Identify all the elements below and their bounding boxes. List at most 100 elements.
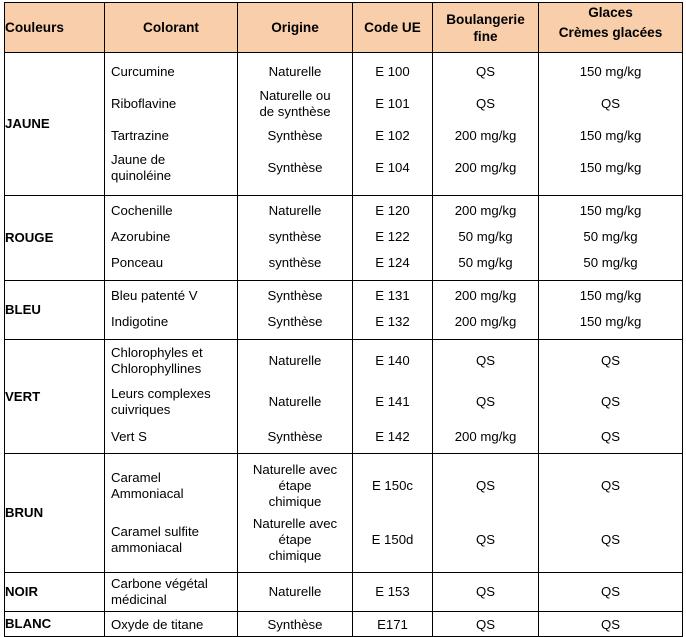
colorant-text: Carbone végétal médicinal: [111, 576, 208, 607]
boulangerie-fine-text: QS: [475, 95, 496, 111]
code-ue-value: E 142: [353, 424, 432, 449]
origine-text: Naturelle: [268, 584, 322, 599]
boulangerie-fine-text: 200 mg/kg: [454, 160, 517, 175]
origine-text: Synthèse: [267, 314, 323, 329]
origine-value: Naturelle avec étape chimique: [238, 512, 352, 568]
code-ue-cell: E171: [352, 611, 433, 637]
boulangerie-fine-value: 200 mg/kg: [433, 309, 538, 335]
origine-text: Synthèse: [267, 127, 323, 143]
origine-text: Naturelle: [268, 394, 322, 409]
colorant-text: Jaune de quinoléine: [111, 152, 172, 183]
origine-text: synthèse: [268, 255, 322, 270]
boulangerie-fine-value: 200 mg/kg: [433, 198, 538, 224]
color-group-row: ROUGE Cochenille Azorubine Ponceau Naturelle…: [4, 195, 683, 281]
origine-text: Synthèse: [267, 616, 323, 632]
colorants-table-container: Couleurs Colorant Origine Code UE Boulan…: [4, 2, 684, 637]
header-code-ue: Code UE: [352, 2, 433, 53]
glaces-text: QS: [600, 584, 621, 599]
boulangerie-fine-text: QS: [475, 394, 496, 409]
code-ue-cell: E 131 E 132: [352, 280, 433, 340]
origine-text: Synthèse: [267, 160, 323, 175]
colorant-value: Bleu patenté V: [105, 283, 237, 309]
colorant-cell: Carbone végétal médicinal: [104, 572, 238, 612]
boulangerie-fine-value: 50 mg/kg: [433, 250, 538, 276]
color-group-label: BRUN: [4, 453, 105, 573]
origine-value: synthèse: [238, 250, 352, 276]
boulangerie-fine-text: 50 mg/kg: [458, 229, 513, 244]
code-ue-cell: E 120 E 122 E 124: [352, 195, 433, 281]
origine-value: Naturelle: [238, 342, 352, 380]
colorant-text: Caramel Ammoniacal: [111, 470, 184, 501]
boulangerie-fine-text: 50 mg/kg: [458, 255, 513, 270]
code-ue-text: E 120: [375, 203, 410, 218]
colorant-text: Ponceau: [111, 255, 164, 270]
glaces-text: 150 mg/kg: [579, 314, 642, 329]
origine-text: Synthèse: [267, 288, 323, 303]
boulangerie-fine-stack: QS: [433, 573, 538, 611]
boulangerie-fine-cell: 200 mg/kg 200 mg/kg: [432, 280, 539, 340]
colorant-value: Leurs complexes cuivriques: [105, 380, 237, 424]
code-ue-text: E 100: [375, 64, 410, 79]
header-couleurs: Couleurs: [4, 2, 105, 53]
boulangerie-fine-text: 200 mg/kg: [454, 314, 517, 329]
colorant-text: Caramel sulfite ammoniacal: [111, 524, 199, 555]
boulangerie-fine-text: QS: [475, 64, 496, 79]
code-ue-stack: E 131 E 132: [353, 281, 432, 339]
colorant-value: Curcumine: [105, 59, 237, 85]
boulangerie-fine-cell: QS QS 200 mg/kg 200 mg/kg: [432, 52, 539, 196]
header-boulangerie-fine: Boulangerie fine: [432, 2, 539, 53]
boulangerie-fine-cell: QS QS: [432, 453, 539, 573]
header-glaces-text: Glaces Crèmes glacées: [558, 5, 663, 40]
code-ue-value: E 141: [353, 380, 432, 424]
code-ue-text: E 150d: [371, 532, 414, 547]
code-ue-value: E 104: [353, 149, 432, 187]
glaces-text: QS: [600, 532, 621, 547]
glaces-value: 150 mg/kg: [539, 309, 682, 335]
code-ue-value: E 122: [353, 224, 432, 250]
glaces-stack: QS QS QS: [539, 340, 682, 453]
colorant-value: Chlorophyles et Chlorophyllines: [105, 342, 237, 380]
boulangerie-fine-stack: QS QS 200 mg/kg: [433, 340, 538, 453]
boulangerie-fine-text: 200 mg/kg: [454, 288, 517, 303]
glaces-value: QS: [539, 380, 682, 424]
origine-cell: Synthèse: [237, 611, 353, 637]
code-ue-cell: E 140 E 141 E 142: [352, 339, 433, 454]
color-group-label: VERT: [4, 339, 105, 454]
code-ue-text: E 150c: [371, 478, 414, 493]
color-group-label: BLEU: [4, 280, 105, 340]
colorant-stack: Cochenille Azorubine Ponceau: [105, 196, 237, 280]
header-origine: Origine: [237, 2, 353, 53]
color-group-label: JAUNE: [4, 52, 105, 196]
code-ue-value: E 140: [353, 342, 432, 380]
glaces-text: 50 mg/kg: [583, 229, 638, 244]
boulangerie-fine-value: 50 mg/kg: [433, 224, 538, 250]
code-ue-text: E 141: [375, 394, 410, 409]
header-colorant: Colorant: [104, 2, 238, 53]
color-group-row: BLANC Oxyde de titane Synthèse E171 QS QS: [4, 611, 683, 637]
code-ue-stack: E 150c E 150d: [353, 454, 432, 572]
code-ue-text: E 132: [375, 314, 410, 329]
origine-value: Naturelle: [238, 575, 352, 609]
boulangerie-fine-stack: 200 mg/kg 50 mg/kg 50 mg/kg: [433, 196, 538, 280]
glaces-value: QS: [539, 614, 682, 635]
colorant-text: Azorubine: [111, 229, 171, 244]
glaces-value: 50 mg/kg: [539, 250, 682, 276]
glaces-cell: QS: [538, 611, 683, 637]
colorants-table: Couleurs Colorant Origine Code UE Boulan…: [4, 2, 683, 637]
origine-text: Naturelle ou de synthèse: [259, 87, 331, 119]
glaces-value: 150 mg/kg: [539, 149, 682, 187]
boulangerie-fine-value: QS: [433, 380, 538, 424]
colorant-stack: Chlorophyles et Chlorophyllines Leurs com…: [105, 340, 237, 453]
code-ue-stack: E 153: [353, 573, 432, 611]
color-group-row: NOIR Carbone végétal médicinal Naturelle E …: [4, 572, 683, 612]
code-ue-text: E 142: [375, 428, 410, 444]
colorant-value: Cochenille: [105, 198, 237, 224]
colorant-cell: Oxyde de titane: [104, 611, 238, 637]
origine-cell: Naturelle Naturelle Synthèse: [237, 339, 353, 454]
code-ue-text: E 101: [375, 95, 410, 111]
code-ue-value: E 131: [353, 283, 432, 309]
colorant-text: Curcumine: [111, 64, 175, 79]
code-ue-stack: E171: [353, 612, 432, 636]
code-ue-value: E 132: [353, 309, 432, 335]
origine-stack: Naturelle: [238, 573, 352, 611]
